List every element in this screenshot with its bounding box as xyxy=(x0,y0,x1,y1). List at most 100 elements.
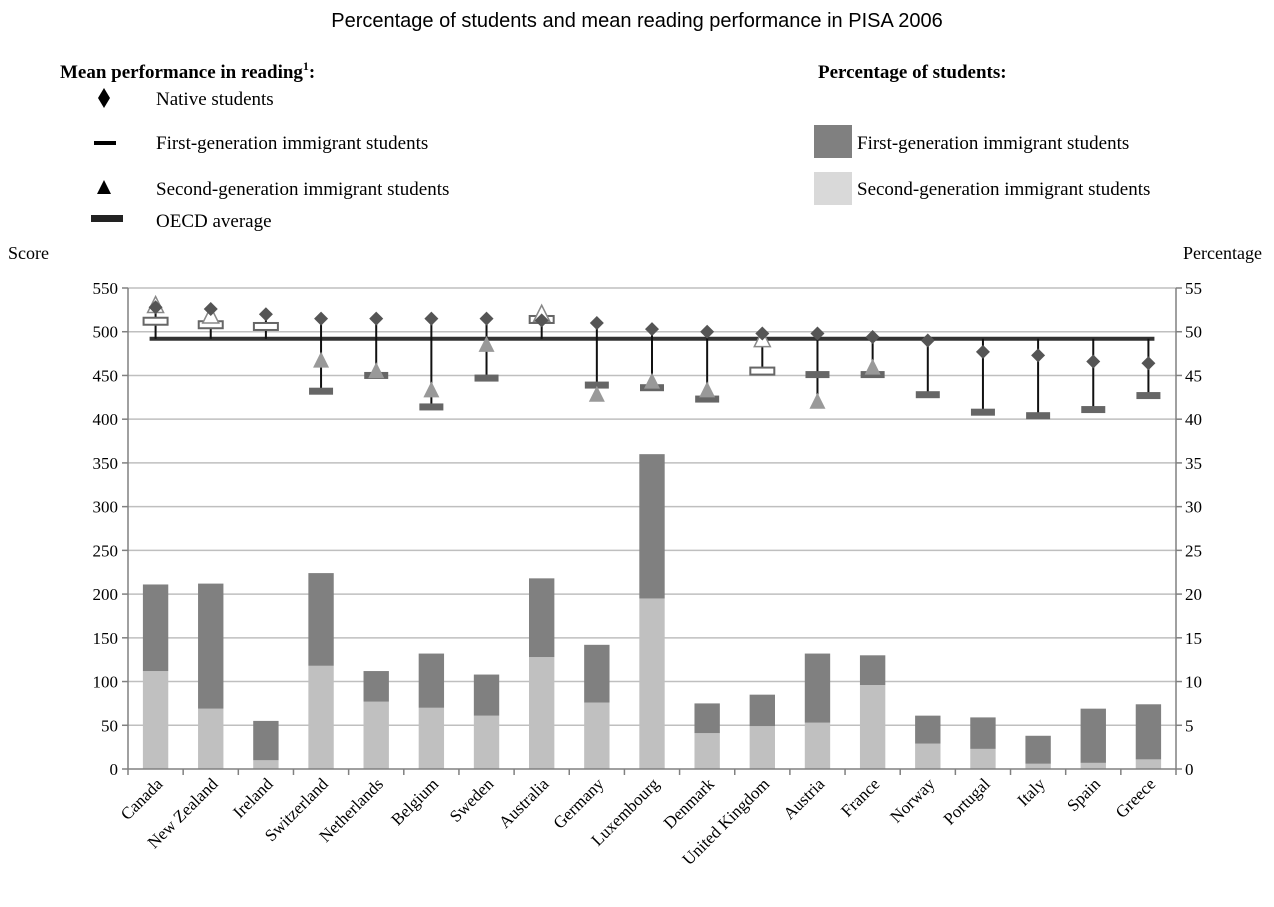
first-generation-marker xyxy=(309,387,334,395)
first-generation-marker xyxy=(474,374,499,382)
y-right-tick-label: 50 xyxy=(1185,323,1202,342)
bar-first-generation xyxy=(363,671,389,702)
bar-second-generation xyxy=(528,657,555,769)
bar-first-generation xyxy=(915,715,941,744)
first-generation-marker xyxy=(970,408,995,416)
bar-second-generation xyxy=(418,707,445,769)
native-marker xyxy=(975,344,990,359)
bar-first-generation xyxy=(253,720,279,761)
y-left-tick-label: 150 xyxy=(93,629,119,648)
first-generation-marker xyxy=(142,316,169,326)
bar-second-generation xyxy=(308,665,334,769)
first-generation-marker xyxy=(749,366,776,376)
first-generation-marker xyxy=(584,381,609,389)
y-right-tick-label: 20 xyxy=(1185,585,1202,604)
legend-performance-heading-sup: 1 xyxy=(303,59,309,73)
bar-first-generation xyxy=(418,653,445,708)
native-marker xyxy=(1141,356,1156,371)
category-label: Portugal xyxy=(940,774,994,828)
bar-second-generation xyxy=(253,760,279,769)
legend-percentage-heading: Percentage of students: xyxy=(818,62,1007,83)
category-label: Ireland xyxy=(229,774,277,822)
bar-second-generation xyxy=(584,702,610,769)
y-right-tick-label: 10 xyxy=(1185,673,1202,692)
legend-native-diamond-icon xyxy=(98,88,110,108)
category-label: Austria xyxy=(779,774,828,823)
y-right-tick-label: 5 xyxy=(1185,716,1194,735)
category-label: Greece xyxy=(1112,774,1159,821)
bar-first-generation xyxy=(749,694,776,727)
first-generation-marker xyxy=(1136,392,1161,400)
bar-second-generation xyxy=(1135,759,1162,769)
bar-second-generation xyxy=(1080,762,1106,769)
bar-second-generation xyxy=(142,671,169,769)
y-left-tick-label: 250 xyxy=(93,541,119,560)
native-marker xyxy=(148,300,163,315)
y-left-tick-label: 400 xyxy=(93,410,119,429)
native-marker xyxy=(1031,348,1046,363)
first-generation-marker xyxy=(805,371,830,379)
category-label: Norway xyxy=(886,774,939,827)
bar-second-generation xyxy=(198,708,224,769)
native-marker xyxy=(810,326,825,341)
native-marker xyxy=(534,313,549,328)
bar-first-generation xyxy=(1080,708,1106,763)
bars-layer xyxy=(142,454,1162,769)
second-generation-marker xyxy=(809,392,826,409)
bar-first-generation xyxy=(1025,735,1051,764)
first-generation-marker xyxy=(419,403,444,411)
y-left-tick-label: 200 xyxy=(93,585,119,604)
y-right-tick-label: 35 xyxy=(1185,454,1202,473)
second-generation-marker xyxy=(588,385,605,402)
bar-first-generation xyxy=(473,674,500,716)
y-left-tick-label: 0 xyxy=(110,760,119,779)
y-left-tick-label: 350 xyxy=(93,454,119,473)
legend-second-gen-pct-label: Second-generation immigrant students xyxy=(857,179,1150,200)
legend-first-gen-dash-icon xyxy=(94,141,116,145)
bar-second-generation xyxy=(915,743,941,769)
y-left-tick-label: 50 xyxy=(101,716,118,735)
category-label: Canada xyxy=(117,774,167,824)
category-label: France xyxy=(837,774,883,820)
native-marker xyxy=(755,326,770,341)
bar-first-generation xyxy=(584,644,610,703)
bar-first-generation xyxy=(970,717,996,749)
y-left-axis-title: Score xyxy=(8,243,49,263)
second-generation-marker xyxy=(368,362,385,379)
second-generation-marker xyxy=(478,335,495,352)
category-label: Belgium xyxy=(387,774,442,829)
bar-first-generation xyxy=(804,653,831,723)
y-left-tick-label: 550 xyxy=(93,279,119,298)
second-generation-marker xyxy=(313,351,330,368)
bar-first-generation xyxy=(198,583,224,709)
category-label: Spain xyxy=(1063,774,1104,815)
y-right-tick-label: 0 xyxy=(1185,760,1194,779)
bar-first-generation xyxy=(859,655,886,686)
native-marker xyxy=(589,315,604,330)
bar-second-generation xyxy=(749,726,776,769)
first-generation-marker xyxy=(915,391,940,399)
native-marker xyxy=(424,311,439,326)
bar-second-generation xyxy=(1025,763,1051,769)
bar-second-generation xyxy=(639,598,665,769)
legend-native-label: Native students xyxy=(156,89,274,110)
category-label: Italy xyxy=(1013,774,1049,810)
y-right-tick-label: 25 xyxy=(1185,541,1202,560)
legend-performance-heading-suffix: : xyxy=(309,62,315,83)
bar-first-generation xyxy=(1135,704,1162,760)
markers-layer xyxy=(142,294,1161,420)
second-generation-marker xyxy=(423,381,440,398)
legend-second-gen-triangle-icon xyxy=(97,180,111,194)
second-generation-marker xyxy=(864,358,881,375)
legend-second-gen-swatch xyxy=(814,172,852,205)
y-left-tick-label: 300 xyxy=(93,498,119,517)
bar-first-generation xyxy=(308,573,334,666)
legend-oecd-label: OECD average xyxy=(156,211,272,232)
y-left-tick-label: 100 xyxy=(93,673,119,692)
legend-oecd-line-icon xyxy=(91,215,123,222)
y-right-tick-label: 30 xyxy=(1185,498,1202,517)
axes-layer xyxy=(122,287,1182,775)
bar-first-generation xyxy=(639,454,665,599)
legend-first-gen-pct-label: First-generation immigrant students xyxy=(857,133,1129,154)
y-right-axis-title: Percentage xyxy=(1183,243,1262,263)
